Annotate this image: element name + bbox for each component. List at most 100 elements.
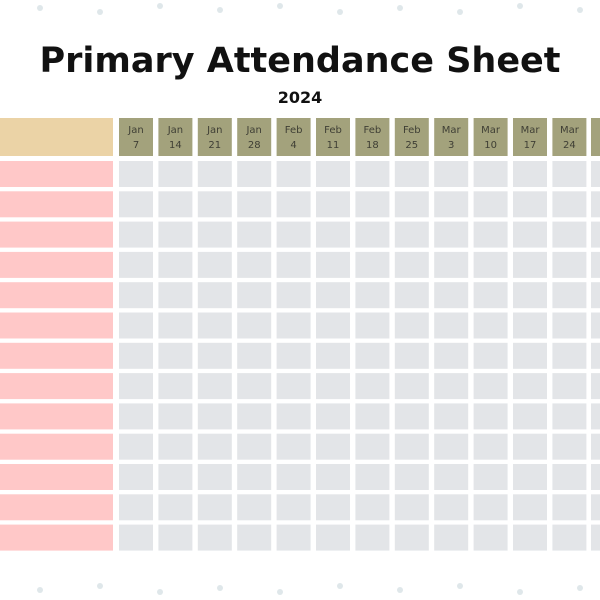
attendance-cell bbox=[237, 433, 272, 460]
attendance-cell bbox=[276, 312, 311, 339]
header-cell bbox=[473, 118, 508, 156]
attendance-cell bbox=[316, 494, 350, 521]
attendance-cell bbox=[394, 464, 429, 490]
attendance-cell bbox=[355, 524, 390, 551]
attendance-cell bbox=[119, 161, 153, 187]
attendance-cell bbox=[316, 251, 350, 278]
attendance-cell bbox=[355, 494, 390, 521]
attendance-cell bbox=[316, 312, 350, 339]
attendance-cell bbox=[434, 282, 469, 309]
header-cell bbox=[197, 118, 232, 156]
attendance-cell bbox=[316, 433, 350, 460]
attendance-cell bbox=[434, 373, 469, 400]
attendance-cell bbox=[552, 161, 587, 187]
attendance-cell bbox=[394, 342, 429, 369]
attendance-cell bbox=[276, 464, 311, 490]
attendance-cell bbox=[276, 342, 311, 369]
attendance-cell bbox=[237, 524, 272, 551]
attendance-cell bbox=[158, 221, 193, 248]
attendance-cell bbox=[158, 342, 193, 369]
attendance-cell bbox=[473, 191, 508, 218]
attendance-cell bbox=[316, 403, 350, 430]
attendance-cell bbox=[394, 161, 429, 187]
attendance-cell bbox=[513, 191, 547, 218]
attendance-cell bbox=[552, 191, 587, 218]
attendance-cell bbox=[355, 312, 390, 339]
attendance-cell bbox=[197, 494, 232, 521]
name-cell bbox=[0, 342, 113, 369]
decoration bbox=[37, 3, 583, 595]
column-month: Feb bbox=[324, 125, 342, 136]
attendance-cell bbox=[591, 464, 600, 490]
attendance-cell bbox=[119, 433, 153, 460]
attendance-cell bbox=[394, 433, 429, 460]
attendance-cell bbox=[197, 342, 232, 369]
attendance-cell bbox=[316, 464, 350, 490]
attendance-cell bbox=[158, 312, 193, 339]
attendance-cell bbox=[119, 524, 153, 551]
attendance-cell bbox=[197, 403, 232, 430]
attendance-cell bbox=[355, 251, 390, 278]
attendance-cell bbox=[119, 494, 153, 521]
attendance-cell bbox=[591, 312, 600, 339]
column-day: 3 bbox=[448, 140, 454, 151]
attendance-cell bbox=[316, 524, 350, 551]
attendance-cell bbox=[158, 191, 193, 218]
attendance-cell bbox=[591, 191, 600, 218]
attendance-cell bbox=[237, 251, 272, 278]
attendance-cell bbox=[394, 282, 429, 309]
attendance-cell bbox=[355, 342, 390, 369]
attendance-cell bbox=[591, 161, 600, 187]
name-cell bbox=[0, 312, 113, 339]
attendance-cell bbox=[513, 373, 547, 400]
name-cell bbox=[0, 161, 113, 187]
attendance-cell bbox=[276, 282, 311, 309]
attendance-cell bbox=[513, 403, 547, 430]
year: 2024 bbox=[278, 88, 323, 107]
attendance-cell bbox=[591, 494, 600, 521]
attendance-cell bbox=[434, 161, 469, 187]
attendance-cell bbox=[552, 524, 587, 551]
attendance-cell bbox=[316, 282, 350, 309]
attendance-cell bbox=[197, 464, 232, 490]
column-month: Feb bbox=[364, 125, 382, 136]
attendance-cell bbox=[513, 494, 547, 521]
attendance-cell bbox=[158, 433, 193, 460]
attendance-cell bbox=[513, 524, 547, 551]
column-day: 7 bbox=[133, 140, 139, 151]
attendance-cell bbox=[355, 282, 390, 309]
attendance-cell bbox=[394, 221, 429, 248]
attendance-cell bbox=[355, 191, 390, 218]
attendance-cell bbox=[473, 373, 508, 400]
attendance-cell bbox=[513, 282, 547, 309]
column-day: 18 bbox=[366, 140, 379, 151]
attendance-cell bbox=[197, 312, 232, 339]
attendance-cell bbox=[434, 312, 469, 339]
name-cell bbox=[0, 524, 113, 551]
attendance-cell bbox=[394, 494, 429, 521]
header-cell bbox=[591, 118, 600, 156]
name-cell bbox=[0, 403, 113, 430]
column-month: Mar bbox=[521, 125, 541, 136]
attendance-cell bbox=[276, 433, 311, 460]
column-month: Mar bbox=[560, 125, 580, 136]
attendance-cell bbox=[513, 342, 547, 369]
attendance-cell bbox=[237, 464, 272, 490]
attendance-cell bbox=[434, 403, 469, 430]
attendance-cell bbox=[119, 191, 153, 218]
attendance-cell bbox=[119, 251, 153, 278]
attendance-cell bbox=[158, 373, 193, 400]
header-cell bbox=[552, 118, 587, 156]
attendance-cell bbox=[316, 191, 350, 218]
attendance-cell bbox=[513, 433, 547, 460]
attendance-cell bbox=[591, 282, 600, 309]
attendance-cell bbox=[473, 312, 508, 339]
attendance-cell bbox=[394, 191, 429, 218]
name-cell bbox=[0, 494, 113, 521]
attendance-cell bbox=[473, 494, 508, 521]
attendance-cell bbox=[434, 191, 469, 218]
attendance-cell bbox=[158, 524, 193, 551]
name-cell bbox=[0, 373, 113, 400]
header-cell bbox=[158, 118, 193, 156]
column-month: Jan bbox=[245, 125, 261, 136]
